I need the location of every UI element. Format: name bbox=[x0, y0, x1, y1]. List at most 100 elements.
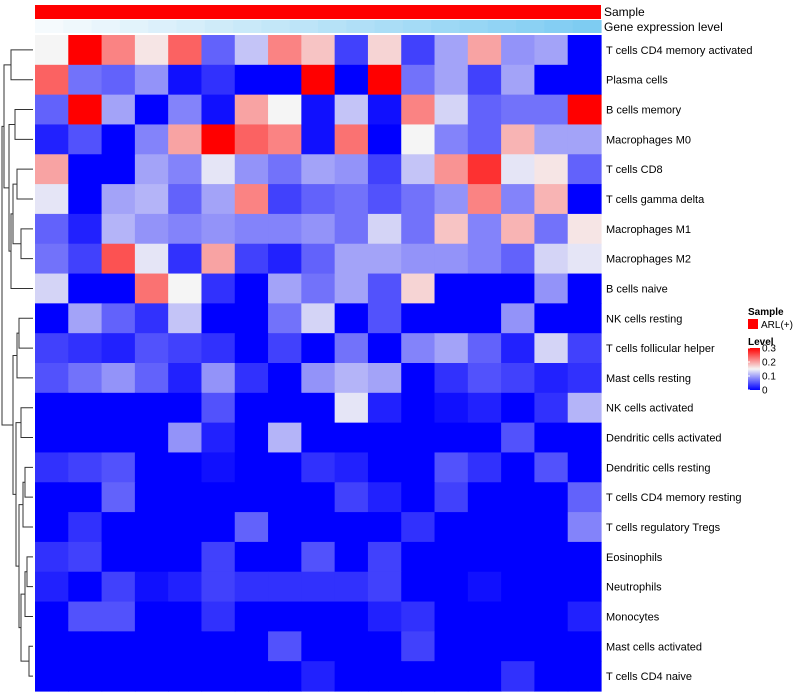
heatmap-cell bbox=[201, 482, 236, 513]
row-label: Plasma cells bbox=[606, 75, 668, 87]
heatmap-cell bbox=[168, 243, 203, 275]
heatmap-cell bbox=[68, 512, 103, 543]
heatmap-cell bbox=[367, 571, 402, 603]
dendrogram-branch bbox=[10, 213, 33, 289]
heatmap-cell bbox=[501, 363, 536, 394]
heatmap-cell bbox=[301, 363, 336, 394]
heatmap-cell bbox=[534, 184, 569, 215]
heatmap-cell bbox=[234, 303, 269, 334]
heatmap-cell bbox=[567, 601, 602, 632]
heatmap-cell bbox=[434, 452, 469, 483]
heatmap-cell bbox=[234, 363, 269, 394]
heatmap-cell bbox=[168, 35, 203, 66]
expression-annotation-cell bbox=[318, 20, 347, 33]
heatmap-cell bbox=[101, 661, 136, 692]
row-label: T cells regulatory Tregs bbox=[606, 522, 721, 534]
heatmap-cell bbox=[35, 631, 69, 662]
heatmap-cell bbox=[168, 571, 203, 603]
heatmap-cell bbox=[334, 243, 369, 275]
heatmap-cell bbox=[134, 661, 169, 692]
row-label: T cells gamma delta bbox=[606, 194, 705, 206]
row-label: T cells CD4 naive bbox=[606, 671, 692, 683]
heatmap-cell bbox=[201, 184, 236, 215]
heatmap-cell bbox=[567, 213, 602, 245]
heatmap-cell bbox=[467, 571, 502, 603]
heatmap-cell bbox=[367, 273, 402, 304]
expression-annotation-cell bbox=[516, 20, 545, 33]
heatmap-cell bbox=[168, 482, 203, 513]
heatmap-cell bbox=[35, 482, 69, 513]
heatmap-cell bbox=[68, 273, 103, 304]
heatmap-cell bbox=[268, 512, 302, 543]
expression-annotation-label: Gene expression level bbox=[604, 20, 723, 34]
heatmap-cell bbox=[567, 631, 602, 662]
row-label: Mast cells resting bbox=[606, 373, 691, 385]
heatmap-cell bbox=[134, 154, 169, 185]
heatmap-cell bbox=[168, 273, 203, 304]
expression-annotation-cell bbox=[91, 20, 121, 33]
heatmap-cell bbox=[401, 124, 436, 155]
row-label: Monocytes bbox=[606, 611, 660, 623]
heatmap-cell bbox=[534, 35, 569, 66]
heatmap-cell bbox=[101, 452, 136, 483]
heatmap-cell bbox=[534, 422, 569, 454]
heatmap-cell bbox=[434, 273, 469, 304]
heatmap-cell bbox=[201, 243, 236, 275]
heatmap-cell bbox=[168, 541, 203, 573]
heatmap-cell bbox=[268, 124, 302, 155]
heatmap-cell bbox=[401, 273, 436, 304]
heatmap-cell bbox=[534, 303, 569, 334]
heatmap-cell bbox=[301, 273, 336, 304]
heatmap-cell bbox=[234, 184, 269, 215]
heatmap-cell bbox=[68, 482, 103, 513]
heatmap-cell bbox=[168, 392, 203, 424]
heatmap-cell bbox=[367, 422, 402, 454]
dendrogram-branch bbox=[24, 571, 33, 617]
heatmap-cell bbox=[134, 35, 169, 66]
heatmap-cell bbox=[268, 482, 302, 513]
heatmap-cell bbox=[567, 184, 602, 215]
heatmap-cell bbox=[134, 184, 169, 215]
heatmap-cell bbox=[467, 631, 502, 662]
sample-annotation-label: Sample bbox=[604, 5, 645, 19]
heatmap-cell bbox=[234, 333, 269, 364]
heatmap-cell bbox=[534, 601, 569, 632]
heatmap-cell bbox=[35, 124, 69, 155]
heatmap-cell bbox=[234, 273, 269, 304]
heatmap-cell bbox=[467, 333, 502, 364]
dendrogram-branch bbox=[26, 556, 33, 588]
heatmap-cell bbox=[401, 422, 436, 454]
legend-sample-swatch bbox=[748, 319, 758, 329]
heatmap-cell bbox=[168, 213, 203, 245]
heatmap-cell bbox=[501, 601, 536, 632]
heatmap-cell bbox=[68, 571, 103, 603]
row-label: Macrophages M1 bbox=[606, 224, 691, 236]
heatmap-cell bbox=[401, 303, 436, 334]
expression-annotation-cell bbox=[431, 20, 461, 33]
heatmap-cell bbox=[201, 452, 236, 483]
heatmap-cell bbox=[101, 154, 136, 185]
heatmap-cell bbox=[334, 452, 369, 483]
heatmap-cell bbox=[134, 392, 169, 424]
heatmap-cell bbox=[301, 35, 336, 66]
heatmap-cell bbox=[101, 482, 136, 513]
heatmap-cell bbox=[334, 273, 369, 304]
heatmap-cell bbox=[401, 94, 436, 126]
heatmap-cell bbox=[168, 333, 203, 364]
heatmap-cell bbox=[434, 64, 469, 96]
row-label: Eosinophils bbox=[606, 552, 663, 564]
row-label: NK cells resting bbox=[606, 313, 682, 325]
heatmap-cell bbox=[467, 541, 502, 573]
heatmap-cell bbox=[534, 512, 569, 543]
heatmap-cell bbox=[168, 363, 203, 394]
heatmap-cell bbox=[134, 243, 169, 275]
expression-annotation-cell bbox=[459, 20, 489, 33]
heatmap-cell bbox=[467, 452, 502, 483]
heatmap-cell bbox=[434, 541, 469, 573]
heatmap-cell bbox=[101, 213, 136, 245]
heatmap-cell bbox=[301, 154, 336, 185]
heatmap-cell bbox=[268, 213, 302, 245]
heatmap-cell bbox=[467, 243, 502, 275]
heatmap-cell bbox=[68, 541, 103, 573]
heatmap-cell bbox=[501, 541, 536, 573]
